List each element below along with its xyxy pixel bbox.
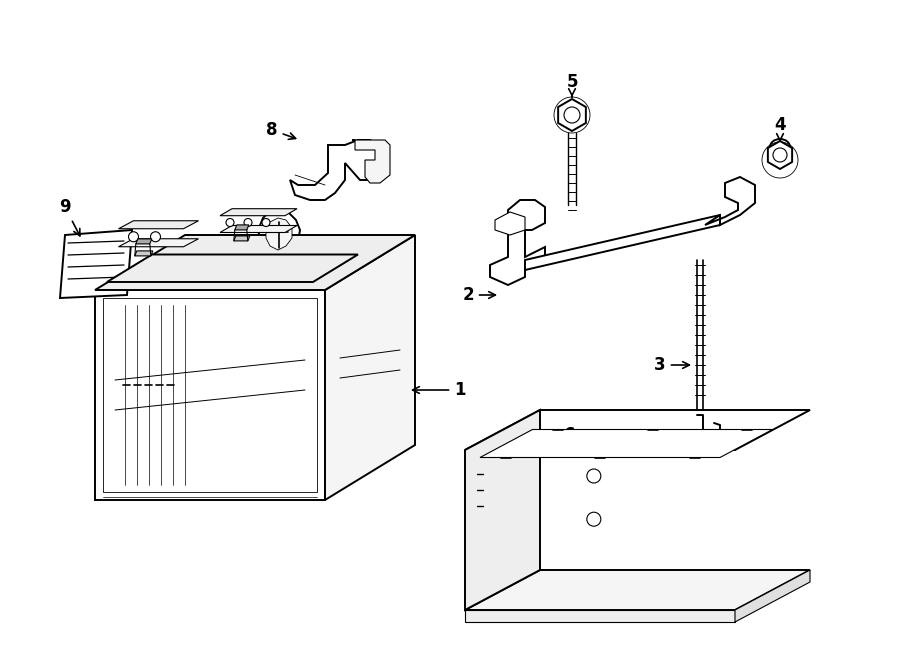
Polygon shape: [135, 251, 153, 256]
Polygon shape: [60, 230, 132, 298]
Text: 7: 7: [307, 234, 341, 252]
Text: 5: 5: [566, 73, 578, 97]
Circle shape: [554, 97, 590, 133]
Polygon shape: [490, 200, 545, 285]
Text: 2: 2: [463, 286, 495, 304]
Text: 1: 1: [412, 381, 466, 399]
Polygon shape: [95, 290, 325, 500]
Polygon shape: [235, 225, 248, 230]
Polygon shape: [352, 140, 390, 183]
Polygon shape: [465, 570, 810, 610]
Circle shape: [587, 469, 601, 483]
Circle shape: [587, 512, 601, 526]
Polygon shape: [705, 177, 755, 225]
Text: 9: 9: [59, 198, 80, 236]
Polygon shape: [290, 140, 385, 200]
Text: 3: 3: [654, 356, 689, 374]
Polygon shape: [220, 209, 297, 215]
Polygon shape: [234, 236, 250, 241]
Polygon shape: [465, 410, 540, 610]
Circle shape: [262, 219, 270, 227]
Polygon shape: [768, 141, 792, 169]
Circle shape: [773, 148, 787, 162]
Polygon shape: [119, 239, 199, 247]
Circle shape: [226, 219, 234, 227]
Polygon shape: [266, 218, 292, 250]
Circle shape: [564, 107, 580, 123]
Text: 6: 6: [564, 426, 578, 451]
Polygon shape: [465, 410, 810, 450]
Polygon shape: [735, 570, 810, 622]
Polygon shape: [107, 254, 358, 282]
Circle shape: [762, 142, 798, 178]
Text: 4: 4: [774, 116, 786, 141]
Polygon shape: [119, 221, 199, 229]
Circle shape: [150, 232, 160, 242]
Polygon shape: [95, 235, 415, 290]
Polygon shape: [136, 239, 152, 244]
Polygon shape: [465, 610, 735, 622]
Polygon shape: [258, 210, 300, 265]
Polygon shape: [480, 430, 772, 457]
Text: 8: 8: [266, 121, 295, 139]
Circle shape: [244, 219, 252, 227]
Polygon shape: [525, 215, 720, 270]
Polygon shape: [558, 99, 586, 131]
Polygon shape: [325, 235, 415, 500]
Circle shape: [129, 232, 139, 242]
Polygon shape: [103, 298, 317, 492]
Polygon shape: [220, 225, 297, 233]
Polygon shape: [495, 212, 525, 235]
